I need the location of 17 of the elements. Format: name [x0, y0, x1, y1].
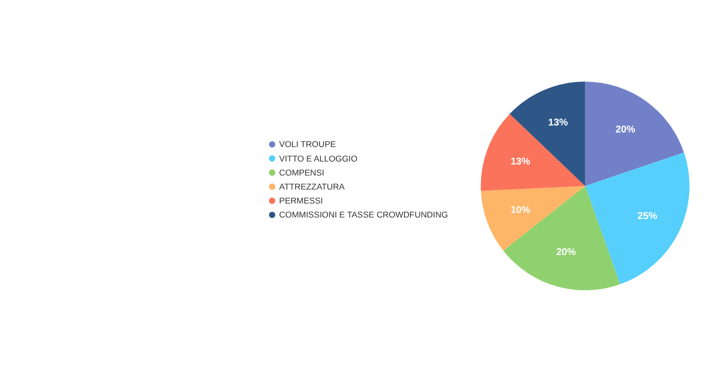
legend-label: VOLI TROUPE — [279, 139, 336, 150]
data-label: 25% — [637, 210, 658, 222]
pie-slice — [585, 82, 684, 186]
data-label: 13% — [510, 156, 531, 168]
legend-label: PERMESSI — [279, 196, 323, 206]
data-label: 10% — [510, 204, 531, 216]
legend-label: COMPENSI — [279, 167, 324, 178]
legend-label: VITTO E ALLOGGIO — [279, 153, 358, 164]
pie-slice — [585, 152, 690, 284]
data-label: 13% — [548, 117, 568, 128]
legend-label: COMMISSIONI E TASSE CROWDFUNDING — [279, 210, 448, 220]
data-label: 20% — [556, 247, 576, 258]
legend-label: ATTREZZATURA — [279, 181, 345, 192]
pie-slice — [510, 82, 586, 186]
pie-slice — [503, 186, 620, 290]
pie-slice — [480, 114, 586, 191]
data-label: 20% — [616, 124, 636, 136]
